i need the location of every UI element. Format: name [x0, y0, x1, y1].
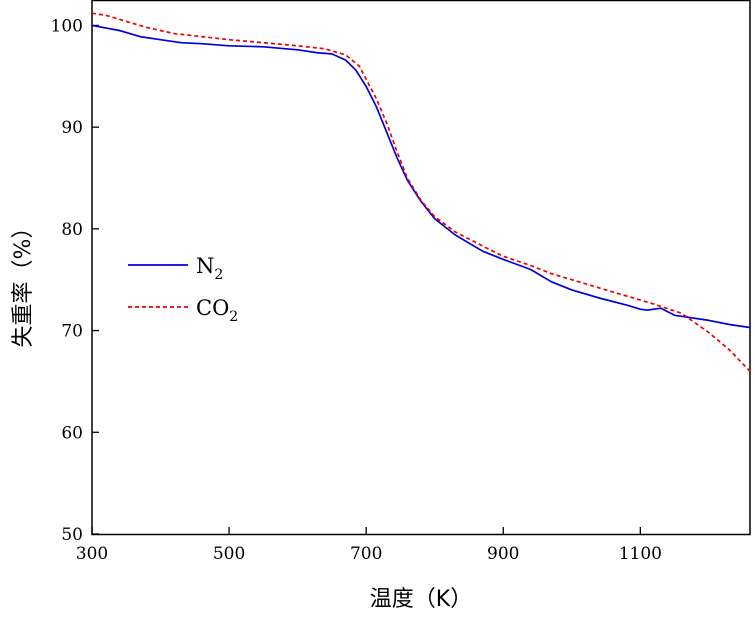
x-axis-ticks: 300 500 700 900 1100 — [76, 527, 662, 564]
legend-label-subscript: 2 — [214, 267, 223, 283]
legend-label-subscript: 2 — [229, 309, 238, 325]
x-tick-label: 500 — [213, 544, 245, 564]
y-axis-label: 失重率（%） — [11, 217, 36, 348]
legend-label-n2: N2 — [196, 254, 223, 283]
legend-label-co2: CO2 — [196, 296, 238, 325]
series-line-n2 — [91, 24, 751, 329]
y-tick-label: 60 — [61, 423, 83, 443]
legend-label-base: N — [196, 254, 214, 278]
plot-frame — [91, 0, 751, 536]
y-tick-label: 90 — [61, 118, 83, 138]
x-axis-label: 温度（K） — [370, 587, 472, 612]
legend-label-base: CO — [196, 296, 229, 320]
x-tick-label: 900 — [487, 544, 519, 564]
y-tick-label: 70 — [61, 322, 83, 342]
y-tick-label: 80 — [61, 220, 83, 240]
x-tick-label: 1100 — [619, 544, 662, 564]
x-tick-label: 300 — [76, 544, 108, 564]
y-tick-label: 100 — [51, 16, 83, 36]
y-tick-label: 50 — [61, 525, 83, 545]
series-line-co2 — [91, 12, 751, 372]
y-axis-ticks: 50 60 70 80 90 100 — [51, 16, 99, 545]
series-layer — [91, 12, 751, 372]
x-tick-label: 700 — [350, 544, 382, 564]
